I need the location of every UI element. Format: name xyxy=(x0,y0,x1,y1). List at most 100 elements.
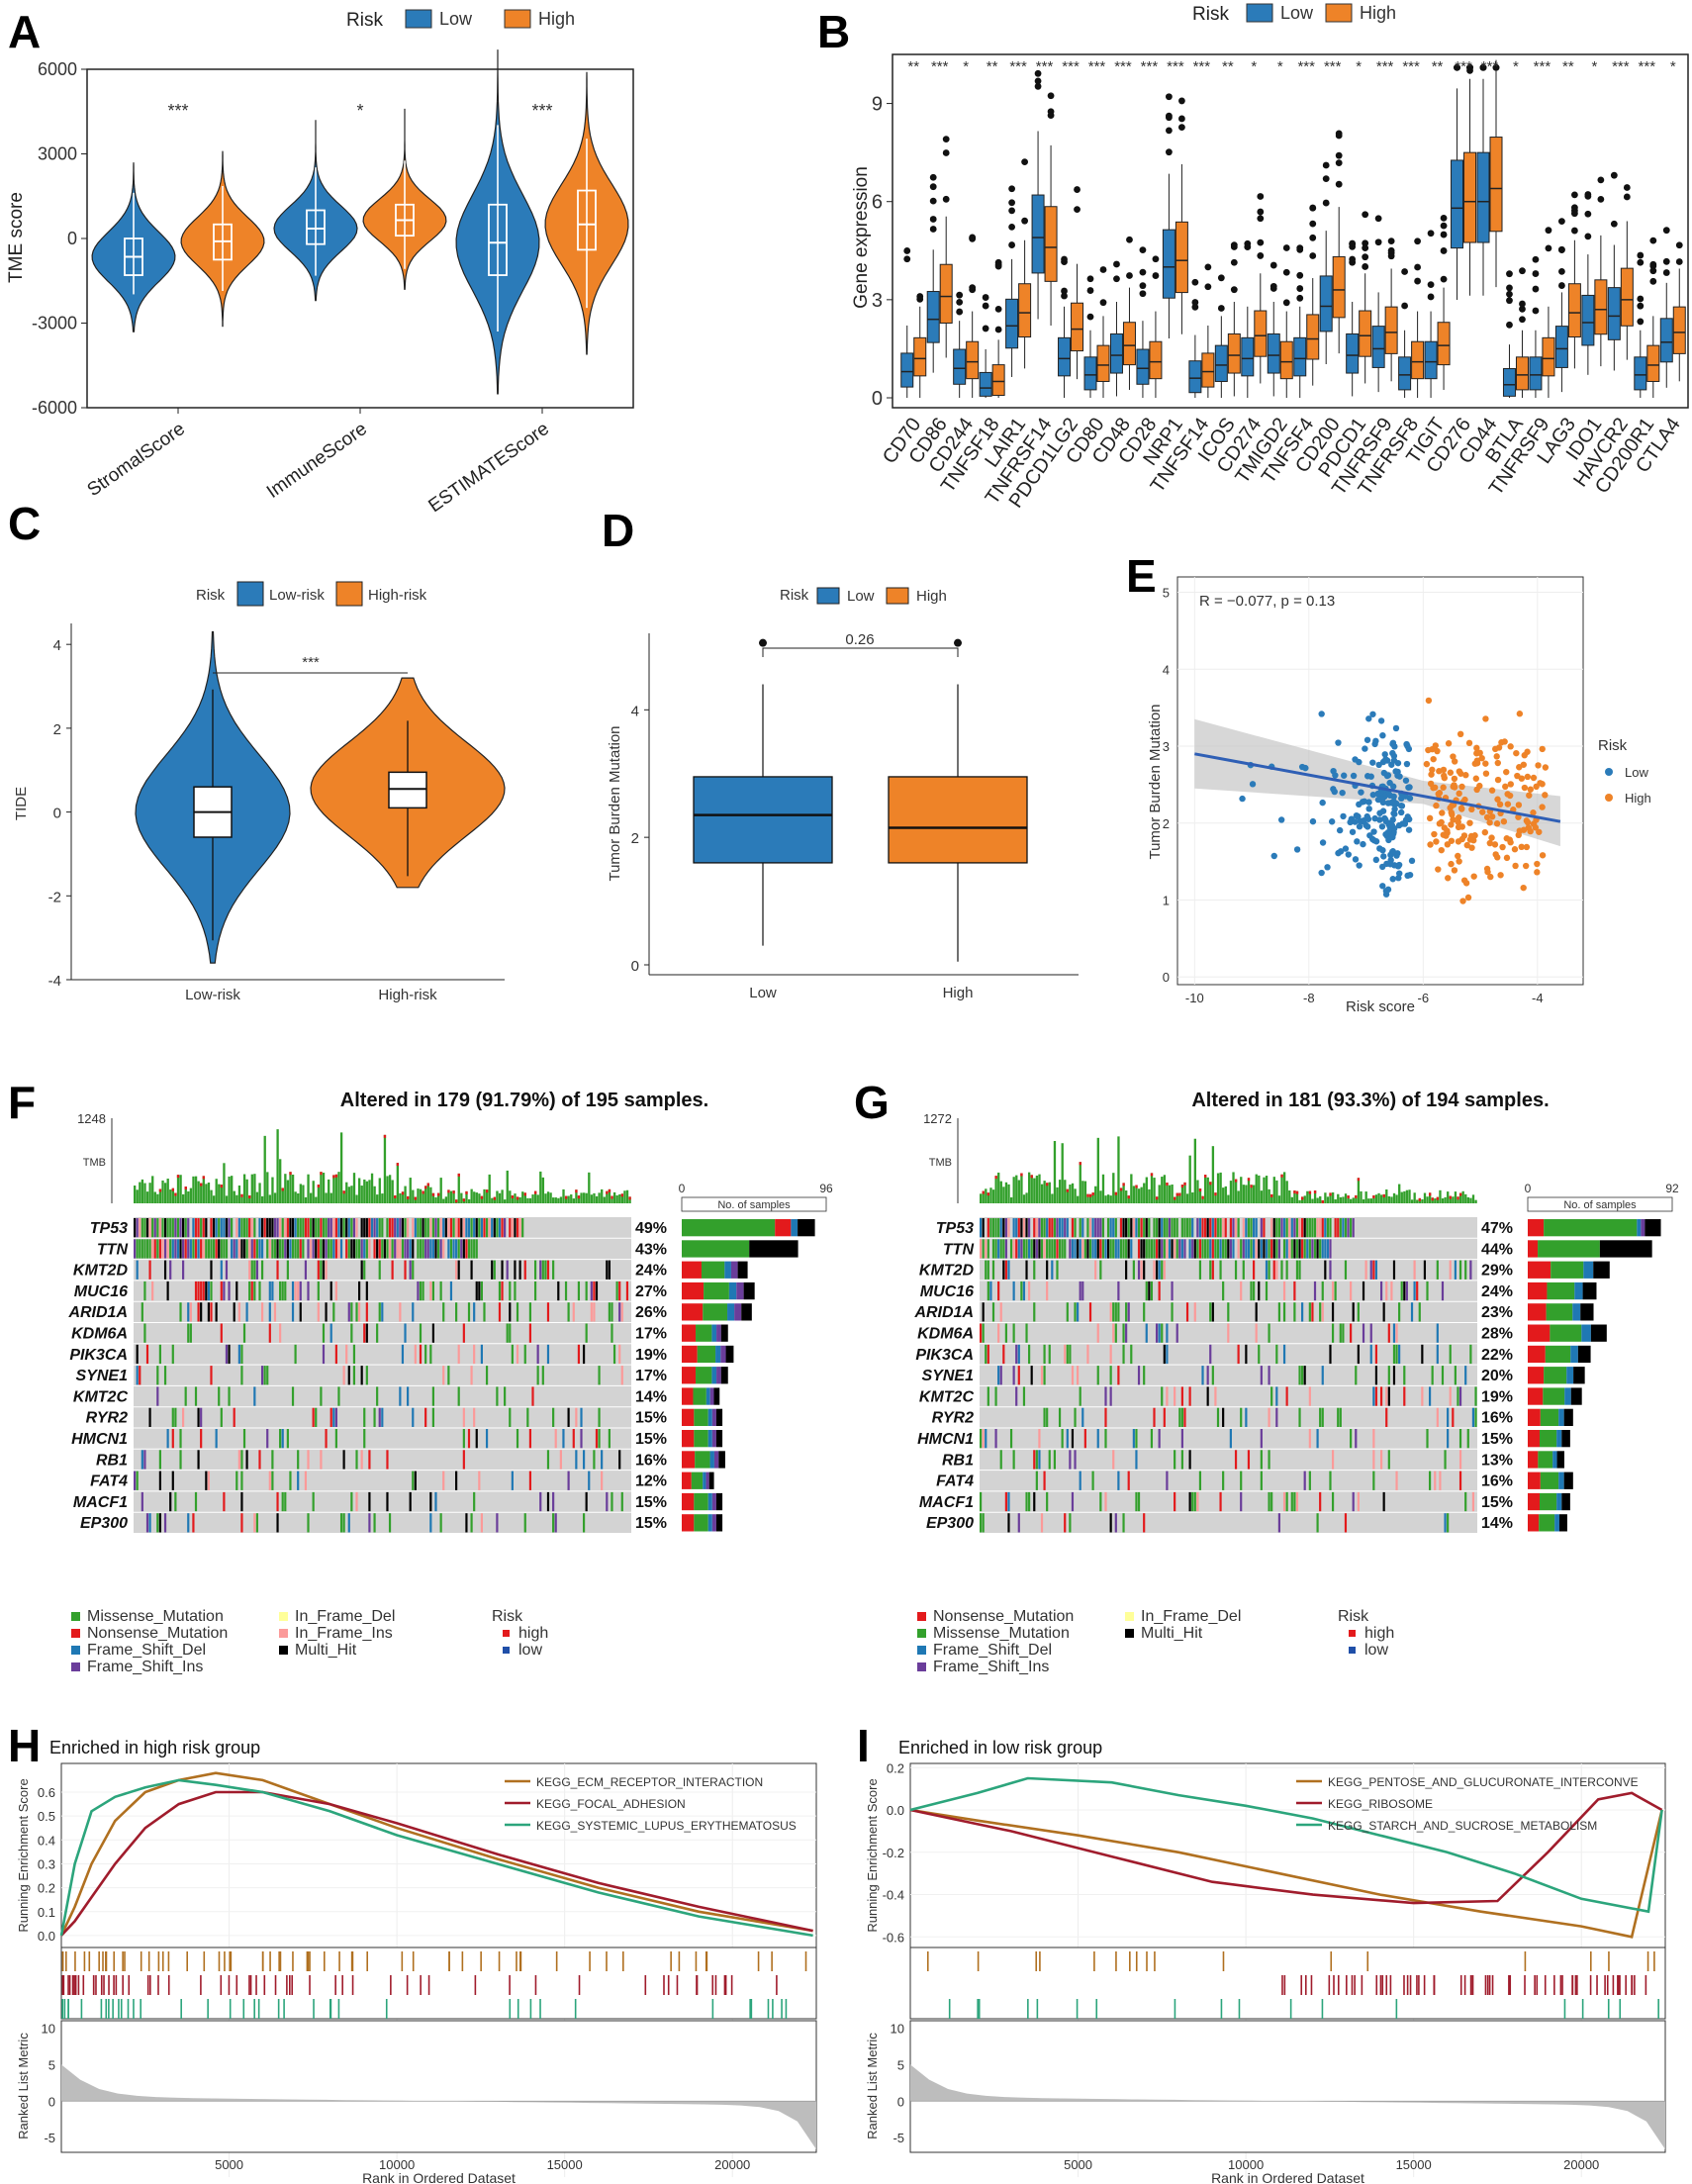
panel-g-cell xyxy=(1150,1239,1154,1259)
panel-g-cell xyxy=(1214,1218,1217,1238)
panel-e-point-high xyxy=(1464,894,1472,902)
panel-b-box xyxy=(1096,344,1110,382)
panel-g-tmb-bar-top xyxy=(987,1192,990,1196)
panel-g-cell xyxy=(994,1239,997,1259)
panel-g-cell xyxy=(1048,1239,1051,1259)
panel-e-point-high xyxy=(1448,821,1455,828)
panel-f-cell xyxy=(496,1218,499,1238)
panel-e-point-low xyxy=(1382,830,1389,838)
panel-g-percent-label: 44% xyxy=(1481,1241,1513,1258)
panel-g-cell xyxy=(1265,1239,1269,1259)
panel-g-cell xyxy=(1155,1323,1159,1343)
panel-f-tmb-bar xyxy=(585,1192,588,1203)
panel-f-tmb-bar xyxy=(567,1195,570,1203)
panel-g-legend-label: Frame_Shift_Del xyxy=(933,1642,1052,1659)
panel-f-cell xyxy=(145,1344,149,1365)
panel-f-tmb-bar xyxy=(536,1194,539,1203)
panel-g-cell xyxy=(1061,1429,1064,1449)
panel-g-cell xyxy=(1253,1218,1256,1238)
panel-f-cell xyxy=(394,1239,397,1259)
panel-f-cell xyxy=(475,1281,478,1301)
panel-b-legend-title: Risk xyxy=(1192,4,1229,25)
panel-g-percent-label: 13% xyxy=(1481,1452,1513,1469)
panel-g-cell xyxy=(1418,1302,1421,1322)
panel-g-tmb-bar xyxy=(1282,1172,1286,1203)
panel-f-cell xyxy=(231,1239,234,1259)
panel-e-point-low xyxy=(1404,813,1411,820)
panel-g-tmb-bar xyxy=(1466,1196,1470,1203)
panel-g-legend-label: Nonsense_Mutation xyxy=(933,1608,1074,1625)
panel-e-point-low xyxy=(1370,828,1377,835)
panel-g-cell xyxy=(1161,1386,1164,1406)
panel-f-cell xyxy=(192,1218,195,1238)
panel-i-legend-label: KEGG_RIBOSOME xyxy=(1328,1797,1433,1811)
panel-g-cell xyxy=(1352,1218,1355,1238)
panel-g-count-bar xyxy=(1545,1345,1571,1364)
panel-b-significance: *** xyxy=(1376,58,1394,75)
panel-g-cell xyxy=(1112,1239,1115,1259)
panel-d-ytick-label: 2 xyxy=(631,830,639,847)
panel-f-cell xyxy=(143,1218,146,1238)
panel-g-cell xyxy=(1112,1450,1115,1470)
panel-g-cell xyxy=(1250,1218,1253,1238)
panel-g-cell xyxy=(1285,1386,1288,1406)
panel-g-cell xyxy=(1245,1407,1248,1427)
panel-f-tmb-bar-top xyxy=(414,1196,418,1200)
panel-g-cell xyxy=(1247,1450,1251,1470)
panel-f-cell xyxy=(166,1281,169,1301)
panel-e-point-high xyxy=(1530,774,1538,782)
panel-f-tmb-bar xyxy=(442,1198,445,1203)
panel-f-tmb-bar-top xyxy=(220,1185,224,1188)
panel-e-point-low xyxy=(1352,756,1359,763)
panel-f-cell xyxy=(220,1407,223,1427)
panel-e-point-low xyxy=(1330,786,1337,793)
panel-f-tmb-bar xyxy=(370,1173,374,1203)
panel-b-box xyxy=(1267,332,1280,374)
panel-f-cell xyxy=(294,1218,297,1238)
panel-g-cell xyxy=(1224,1239,1227,1259)
panel-g-tmb-bar xyxy=(1112,1173,1115,1203)
panel-e-point-high xyxy=(1455,823,1462,831)
panel-g-cell xyxy=(980,1323,983,1343)
panel-f-cell xyxy=(304,1218,308,1238)
panel-f-tmb-bar xyxy=(444,1196,448,1203)
panel-g-percent-label: 14% xyxy=(1481,1515,1513,1532)
panel-f-cell xyxy=(582,1344,586,1365)
panel-g-cell xyxy=(1096,1429,1099,1449)
panel-b-significance: * xyxy=(1356,58,1362,75)
panel-f-cell xyxy=(156,1366,159,1385)
panel-f-cell xyxy=(179,1302,182,1322)
panel-g-tmb-bar xyxy=(1449,1195,1452,1203)
panel-b-outlier xyxy=(1061,287,1068,295)
panel-g-tmb-bar xyxy=(1127,1195,1130,1203)
panel-f-cell xyxy=(279,1429,282,1449)
panel-f-cell xyxy=(322,1260,326,1280)
panel-d-ytick-label: 0 xyxy=(631,958,639,975)
panel-g-tmb-bar xyxy=(1043,1181,1046,1203)
panel-f-cell xyxy=(334,1429,337,1449)
panel-f-cell xyxy=(426,1218,429,1238)
panel-g-count-bar xyxy=(1528,1303,1547,1321)
panel-g-cell xyxy=(1145,1218,1148,1238)
panel-g-legend-label: Missense_Mutation xyxy=(933,1625,1070,1642)
panel-e-point-high xyxy=(1450,816,1457,823)
panel-g-gene-label: KDM6A xyxy=(917,1326,974,1343)
panel-f-cell xyxy=(585,1491,588,1512)
panel-g-cell xyxy=(1148,1239,1151,1259)
panel-f-percent-label: 12% xyxy=(635,1473,667,1490)
panel-f-cell xyxy=(271,1281,274,1301)
panel-f-cell xyxy=(271,1239,274,1259)
panel-g-tmb-bar xyxy=(1385,1188,1388,1203)
panel-g-cell xyxy=(1240,1471,1243,1490)
panel-f-cell xyxy=(207,1239,210,1259)
panel-f-cell xyxy=(498,1218,502,1238)
panel-f-cell xyxy=(289,1239,292,1259)
panel-e-point-high xyxy=(1427,841,1434,848)
panel-g-cell xyxy=(1324,1239,1327,1259)
panel-g-cell xyxy=(1053,1218,1056,1238)
panel-g-tmb-bar xyxy=(1155,1196,1159,1203)
panel-g-tmb-bar-top xyxy=(1088,1193,1092,1197)
panel-f-cell xyxy=(455,1218,458,1238)
panel-e-point-high xyxy=(1536,828,1543,835)
panel-g-cell xyxy=(989,1218,992,1238)
